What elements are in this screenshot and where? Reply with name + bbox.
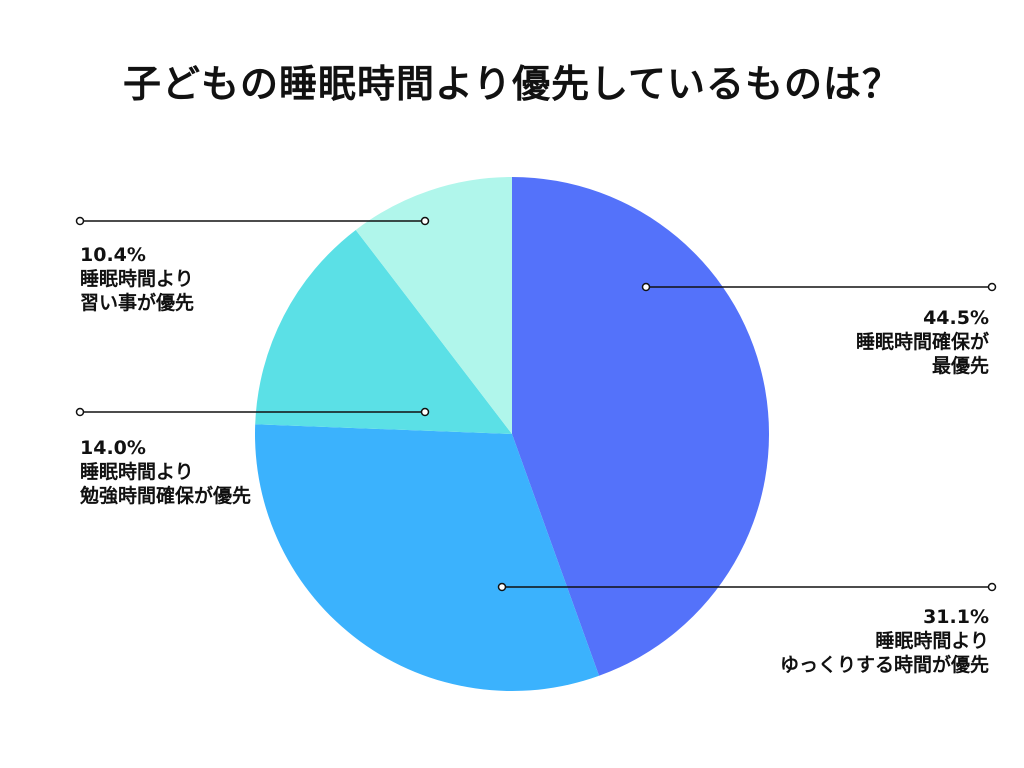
pie-slice	[254, 424, 600, 692]
label-line-2: 習い事が優先	[80, 292, 195, 314]
label-line-1: 睡眠時間より	[80, 268, 194, 290]
leader-endpoint-dot	[420, 407, 430, 417]
label-line-1: 睡眠時間より	[80, 461, 194, 483]
leader-endpoint-dot	[641, 282, 651, 292]
value-label: 44.5%	[923, 307, 989, 329]
chart-title: 子どもの睡眠時間より優先しているものは？	[122, 62, 902, 106]
value-label: 31.1%	[923, 606, 989, 628]
value-label: 10.4%	[80, 244, 146, 266]
label-slice-3: 10.4% 睡眠時間より 習い事が優先	[80, 243, 194, 315]
leader-endpoint-dot	[420, 216, 430, 226]
pie-slice	[512, 176, 770, 676]
label-line-2: ゆっくりする時間が優先	[779, 654, 989, 676]
label-slice-1: 31.1% 睡眠時間より ゆっくりする時間が優先	[780, 605, 989, 677]
leader-endpoint-dot	[987, 582, 997, 592]
leader-endpoint-dot	[75, 407, 85, 417]
label-line-1: 睡眠時間より	[875, 630, 989, 652]
label-slice-0: 44.5% 睡眠時間確保が 最優先	[856, 306, 989, 378]
label-slice-2: 14.0% 睡眠時間より 勉強時間確保が優先	[80, 436, 251, 508]
label-line-2: 最優先	[931, 355, 989, 377]
pie-slice	[355, 176, 512, 434]
leader-endpoint-dot	[75, 216, 85, 226]
pie-slice	[255, 229, 512, 434]
leader-endpoint-dot	[987, 282, 997, 292]
label-line-2: 勉強時間確保が優先	[80, 485, 252, 507]
label-line-1: 睡眠時間確保が	[855, 331, 989, 353]
value-label: 14.0%	[80, 437, 146, 459]
leader-endpoint-dot	[497, 582, 507, 592]
